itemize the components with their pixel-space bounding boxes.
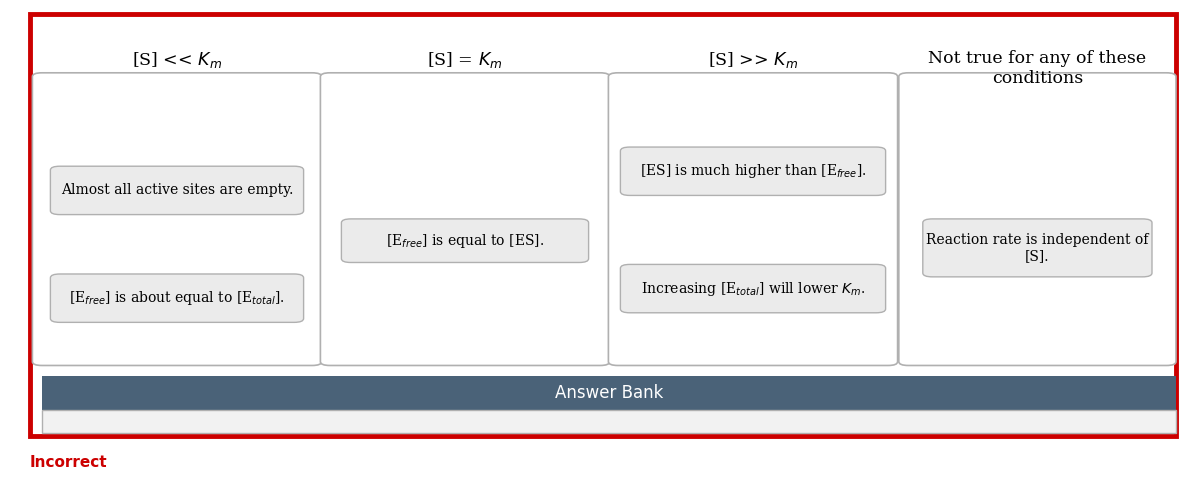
- FancyBboxPatch shape: [342, 219, 589, 262]
- Text: Reaction rate is independent of
[S].: Reaction rate is independent of [S].: [926, 233, 1148, 263]
- Text: Almost all active sites are empty.: Almost all active sites are empty.: [61, 183, 293, 197]
- Text: [S] >> $K_m$: [S] >> $K_m$: [708, 50, 798, 70]
- FancyBboxPatch shape: [608, 73, 898, 365]
- FancyBboxPatch shape: [899, 73, 1176, 365]
- Text: [ES] is much higher than [E$_{free}$].: [ES] is much higher than [E$_{free}$].: [640, 162, 866, 180]
- Text: [S] = $K_m$: [S] = $K_m$: [427, 50, 503, 70]
- Text: [E$_{free}$] is about equal to [E$_{total}$].: [E$_{free}$] is about equal to [E$_{tota…: [70, 289, 284, 307]
- FancyBboxPatch shape: [620, 147, 886, 195]
- Text: Answer Bank: Answer Bank: [554, 384, 664, 402]
- FancyBboxPatch shape: [42, 410, 1176, 433]
- Text: Increasing [E$_{total}$] will lower $K_m$.: Increasing [E$_{total}$] will lower $K_m…: [641, 280, 865, 297]
- Text: Not true for any of these
conditions: Not true for any of these conditions: [929, 50, 1146, 87]
- FancyBboxPatch shape: [620, 264, 886, 313]
- FancyBboxPatch shape: [50, 274, 304, 322]
- FancyBboxPatch shape: [50, 166, 304, 215]
- Text: Incorrect: Incorrect: [30, 455, 108, 470]
- Text: [E$_{free}$] is equal to [ES].: [E$_{free}$] is equal to [ES].: [386, 232, 544, 250]
- FancyBboxPatch shape: [32, 73, 322, 365]
- Text: [S] << $K_m$: [S] << $K_m$: [132, 50, 222, 70]
- FancyBboxPatch shape: [30, 14, 1176, 436]
- FancyBboxPatch shape: [320, 73, 610, 365]
- FancyBboxPatch shape: [923, 219, 1152, 277]
- FancyBboxPatch shape: [42, 376, 1176, 410]
